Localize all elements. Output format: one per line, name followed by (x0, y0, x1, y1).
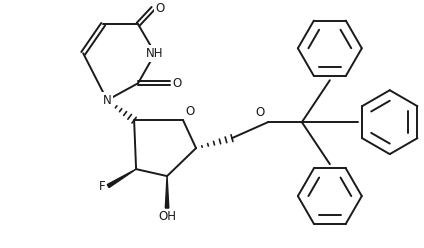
Text: O: O (255, 106, 265, 119)
Polygon shape (165, 176, 169, 208)
Text: O: O (155, 2, 165, 15)
Polygon shape (107, 169, 136, 187)
Text: O: O (172, 77, 181, 90)
Text: F: F (98, 180, 105, 193)
Text: N: N (103, 94, 112, 107)
Text: NH: NH (146, 47, 164, 60)
Text: OH: OH (158, 210, 176, 223)
Text: O: O (185, 105, 194, 118)
